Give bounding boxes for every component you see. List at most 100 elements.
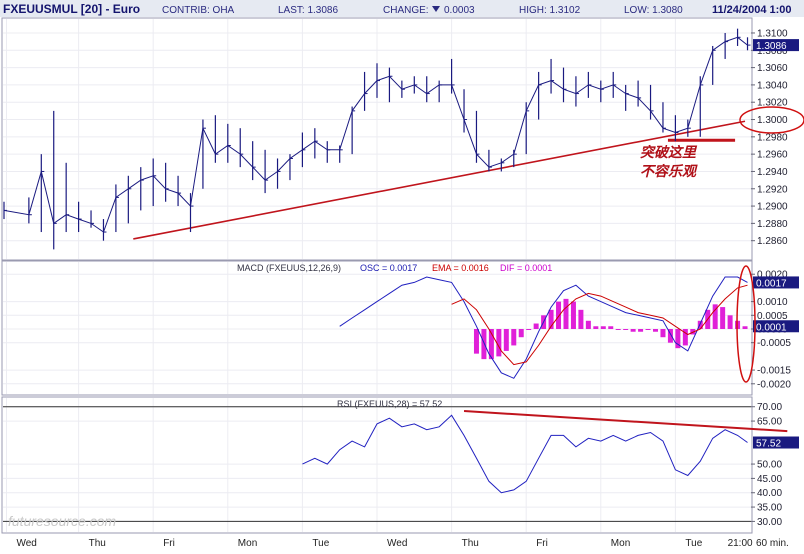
macd-value-boxes: 0.0017 0.0001 <box>753 276 799 333</box>
price-y-tick-label: 1.2900 <box>757 202 788 213</box>
rsi-y-axis: 70.00 65.00 50.00 45.00 40.00 35.00 30.00 <box>751 402 782 528</box>
price-trendline <box>133 120 746 240</box>
rsi-y-tick-label: 30.00 <box>757 517 782 528</box>
header-high: HIGH: 1.3102 <box>519 5 581 16</box>
macd-y-tick-label: -0.0020 <box>757 379 791 390</box>
macd-hist-bar <box>630 329 636 332</box>
price-y-axis: 1.2860 1.2880 1.2900 1.2920 1.2940 1.2960 1.29… <box>751 28 788 247</box>
rsi-current-text: 57.52 <box>756 439 781 450</box>
macd-hist-bar <box>682 329 688 346</box>
rsi-panel: 70.00 65.00 50.00 45.00 40.00 35.00 30.00 57.5… <box>1 396 799 534</box>
macd-hist-bar <box>608 326 614 329</box>
price-gridlines <box>3 19 751 259</box>
annotation-breakout-line2: 不容乐观 <box>640 163 698 179</box>
macd-osc-label: OSC = 0.0017 <box>360 263 417 273</box>
macd-hist-bar <box>570 301 576 329</box>
macd-lines <box>339 276 748 379</box>
rsi-y-tick-label: 65.00 <box>757 417 782 428</box>
rsi-trendline <box>463 410 788 433</box>
macd-hist-bar <box>548 309 554 329</box>
header-contrib: CONTRIB: OHA <box>162 5 235 16</box>
macd-y-tick-label: -0.0005 <box>757 338 791 349</box>
price-bars <box>3 28 751 250</box>
header-change-value: 0.0003 <box>444 5 475 16</box>
rsi-series-line <box>302 414 748 494</box>
macd-dif-label: DIF = 0.0001 <box>500 263 552 273</box>
macd-hist-bar <box>638 329 644 332</box>
macd-hist-bar <box>742 326 748 329</box>
price-y-tick-label: 1.2880 <box>757 219 788 230</box>
macd-value-box-0-text: 0.0017 <box>756 278 787 289</box>
macd-hist-bar <box>623 329 629 330</box>
macd-hist-bar <box>727 315 733 329</box>
macd-value-box-1-bg <box>753 320 799 333</box>
change-down-arrow-icon <box>432 6 440 12</box>
x-tick-label: Thu <box>462 538 479 549</box>
macd-y-tick-label: 0.0005 <box>757 311 788 322</box>
watermark: futuresource.com <box>8 513 116 529</box>
annotation-breakout-line1: 突破这里 <box>640 144 698 160</box>
price-y-tick-label: 1.3000 <box>757 115 788 126</box>
rsi-line <box>302 414 748 494</box>
macd-hist-bar <box>645 329 651 330</box>
price-current-text: 1.3086 <box>756 41 787 52</box>
macd-hist-bar <box>667 329 673 343</box>
price-current-bg <box>753 39 799 52</box>
annotation-price-circle <box>739 106 804 134</box>
x-tick-label: Tue <box>685 538 702 549</box>
macd-hist-bar <box>675 329 681 349</box>
macd-hist-bar <box>496 329 502 357</box>
macd-hist-bar <box>653 329 659 332</box>
x-tick-label: 21:00 <box>728 538 753 549</box>
price-y-tick-label: 1.2940 <box>757 167 788 178</box>
price-panel: 1.2860 1.2880 1.2900 1.2920 1.2940 1.2960 1.29… <box>1 17 799 261</box>
price-current-value-box: 1.3086 <box>753 39 799 52</box>
macd-hist-bar <box>600 326 606 329</box>
x-tick-label: Mon <box>611 538 630 549</box>
x-axis-interval: 60 min. <box>756 538 789 549</box>
rsi-trendlines <box>463 410 788 433</box>
x-tick-label: Wed <box>16 538 36 549</box>
header-change-label: CHANGE: <box>383 5 429 16</box>
price-close-line <box>3 36 748 233</box>
price-y-tick-label: 1.2860 <box>757 236 788 247</box>
macd-y-tick-label: 0.0010 <box>757 297 788 308</box>
macd-hist-bar <box>720 307 726 329</box>
macd-y-tick-label: -0.0015 <box>757 366 791 377</box>
macd-hist-bar <box>593 326 599 329</box>
rsi-y-tick-label: 35.00 <box>757 503 782 514</box>
header-last: LAST: 1.3086 <box>278 5 338 16</box>
macd-value-box-0-bg <box>753 276 799 289</box>
macd-hist-bar <box>615 329 621 330</box>
price-y-tick-label: 1.2980 <box>757 132 788 143</box>
x-tick-label: Fri <box>536 538 548 549</box>
rsi-y-tick-label: 50.00 <box>757 460 782 471</box>
price-y-tick-label: 1.3060 <box>757 63 788 74</box>
macd-title: MACD (FXEUUS,12,26,9) <box>237 263 341 273</box>
macd-hist-bar <box>488 329 494 360</box>
macd-hist-bar <box>556 301 562 329</box>
rsi-gridlines <box>3 398 751 532</box>
price-y-tick-label: 1.2960 <box>757 150 788 161</box>
price-y-tick-label: 1.3100 <box>757 28 788 39</box>
macd-osc-line <box>339 276 748 379</box>
macd-hist-bar <box>697 320 703 329</box>
macd-panel: 0.00200.00100.00050.0000-0.0005-0.0015-0… <box>1 260 799 396</box>
x-axis: Wed Thu Fri Mon Tue Wed Thu Fri Mon Tue 21:00 <box>16 538 753 549</box>
price-y-tick-label: 1.2920 <box>757 184 788 195</box>
rsi-title: RSI (FXEUUS,28) = 57.52 <box>337 399 442 409</box>
macd-hist-bar <box>511 329 517 346</box>
x-tick-label: Fri <box>163 538 175 549</box>
macd-ema-line <box>451 284 748 366</box>
x-tick-label: Wed <box>387 538 407 549</box>
macd-hist-bar <box>481 329 487 360</box>
x-tick-label: Mon <box>238 538 257 549</box>
macd-hist-bar <box>526 329 532 330</box>
macd-hist-bar <box>690 329 696 335</box>
macd-hist-bar <box>578 309 584 329</box>
macd-hist-bar <box>563 298 569 329</box>
macd-hist-bar <box>473 329 479 354</box>
macd-hist-bar <box>585 320 591 329</box>
